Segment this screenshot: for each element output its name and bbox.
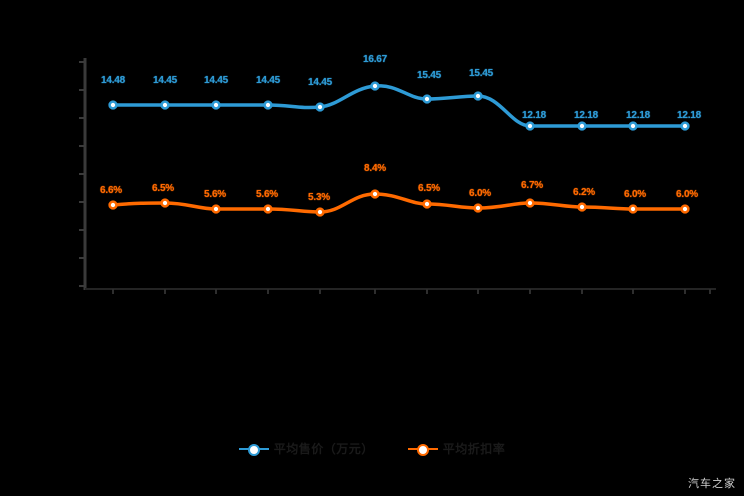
circle-marker-blue-icon [238,443,269,456]
series-line-discount [111,192,687,214]
chart-legend: 平均售价（万元） 平均折扣率 [0,440,744,457]
legend-label-discount: 平均折扣率 [442,442,506,456]
data-label-price: 14.45 [307,77,333,88]
data-label-discount: 5.3% [308,192,330,203]
series-line-price [111,84,687,128]
data-label-price: 14.45 [203,75,229,86]
data-label-price: 12.18 [625,110,651,121]
data-label-discount: 6.0% [469,188,491,199]
data-label-price: 14.45 [152,75,178,86]
legend-label-price: 平均售价（万元） [273,442,374,456]
legend-item-discount[interactable]: 平均折扣率 [407,440,506,457]
data-label-discount: 6.2% [573,187,595,198]
data-label-discount: 6.7% [521,180,543,191]
data-label-price: 12.18 [573,110,599,121]
data-label-discount: 5.6% [256,189,278,200]
data-label-discount: 8.4% [364,163,386,174]
data-label-discount: 5.6% [204,189,226,200]
circle-marker-orange-icon [407,443,438,456]
watermark-autohome: 汽车之家 [688,477,736,490]
data-label-price: 16.67 [362,54,388,65]
data-label-discount: 6.5% [152,183,174,194]
legend-item-price[interactable]: 平均售价（万元） [238,440,374,457]
data-label-price: 14.45 [255,75,281,86]
data-label-price: 12.18 [521,110,547,121]
series-markers-discount [108,189,690,217]
series-markers-price [108,81,690,131]
data-label-price: 15.45 [468,68,494,79]
data-label-discount: 6.0% [676,189,698,200]
data-label-discount: 6.0% [624,189,646,200]
y-axis-ticks [79,61,85,287]
x-axis-ticks [112,289,711,294]
data-label-discount: 6.6% [100,185,122,196]
data-label-price: 12.18 [676,110,702,121]
data-label-discount: 6.5% [418,183,440,194]
data-label-price: 14.48 [100,75,126,86]
data-label-price: 15.45 [416,70,442,81]
